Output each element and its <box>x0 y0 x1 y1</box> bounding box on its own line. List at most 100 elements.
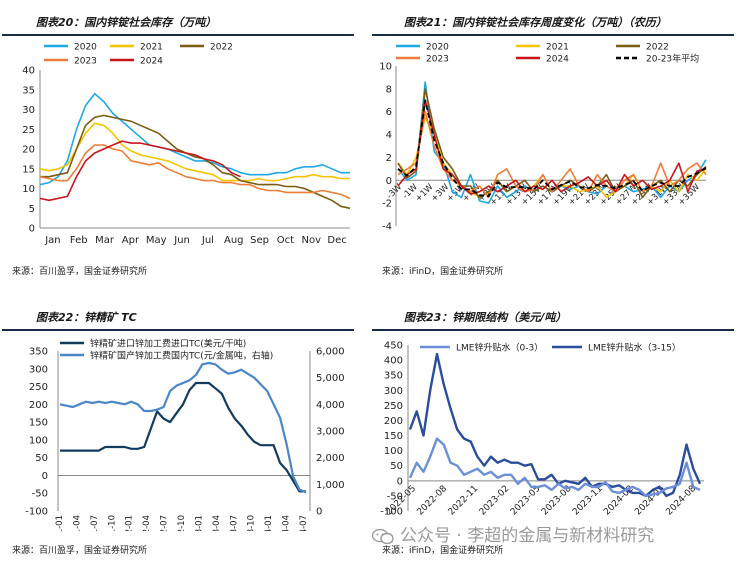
x-tick-label: 2023-10 <box>247 515 257 531</box>
y-tick-label: 300 <box>384 386 403 397</box>
legend-label: 2020 <box>74 43 97 53</box>
y-tick-label: -100 <box>380 507 403 518</box>
title-rule <box>372 329 734 331</box>
title-rule <box>2 34 354 36</box>
x-tick-label: 2022-10 <box>177 515 187 531</box>
y-tick-label: 40 <box>22 66 35 77</box>
y-tick-label: 6 <box>386 107 392 118</box>
y-tick-label: 10 <box>379 62 392 73</box>
watermark-text: 公众号 · 李超的金属与新材料研究 <box>400 526 655 546</box>
series-line-2024 <box>39 140 241 202</box>
x-tick-label: May <box>146 235 167 246</box>
source-p23: 来源：iFinD，国金证券研究所 <box>382 546 504 556</box>
y-tick-label: 50 <box>390 461 403 472</box>
y-tick-label: -2 <box>382 199 392 210</box>
y-tick-label: 10 <box>22 184 35 195</box>
x-tick-label: 2022-11 <box>447 484 481 518</box>
y-tick-label: 4 <box>386 130 392 141</box>
x-tick-label: 2022-08 <box>416 484 450 518</box>
y-tick-label-left: -100 <box>25 507 48 518</box>
x-tick-label: Aug <box>224 235 244 246</box>
y-tick-label-right: 4,000 <box>316 400 345 411</box>
series-line-2023 <box>397 110 707 199</box>
y-tick-label: 0 <box>29 224 35 235</box>
series-line-2020 <box>39 92 350 186</box>
y-tick-label: 30 <box>22 105 35 116</box>
x-tick-label: Dec <box>327 235 346 246</box>
x-tick-label: 2024-01 <box>264 515 274 531</box>
x-tick-label: 2021-01 <box>55 515 65 531</box>
legend-label: 20-23年平均 <box>646 53 699 65</box>
y-tick-label: -4 <box>382 222 392 233</box>
y-tick-label: 100 <box>384 446 403 457</box>
x-tick-label: 2023-05 <box>509 484 543 518</box>
x-tick-label: Sep <box>250 235 269 246</box>
series-line-2021 <box>39 122 350 182</box>
x-tick-label: 2023-02 <box>478 484 512 518</box>
legend-label: 锌精矿进口锌加工费进口TC(美元/干吨) <box>90 338 246 350</box>
y-tick-label: 8 <box>386 84 392 95</box>
chart-title-p21: 图表21：国内锌锭社会库存周度变化（万吨）（农历） <box>404 16 667 29</box>
legend-label: LME锌升贴水（0-3） <box>456 342 543 354</box>
chart-p21: -4-20246810-3W-1W+1W+3W+5W+7W+9W+11W+13W… <box>379 43 707 233</box>
series-line-2022 <box>40 114 351 210</box>
y-tick-label: 250 <box>384 401 403 412</box>
x-tick-label: Oct <box>277 235 294 246</box>
chart-p23: -100 -50 0 50 100 150 200 250 300 350 400 450 2022-0… <box>380 341 704 518</box>
y-tick-label: 20 <box>22 145 35 156</box>
title-rule <box>372 34 734 36</box>
legend-label: LME锌升贴水（3-15） <box>588 342 681 354</box>
legend-label: 2021 <box>546 43 569 53</box>
x-tick-label: 2024-04 <box>282 515 292 531</box>
y-tick-label: 150 <box>384 431 403 442</box>
x-tick-label: 2024-07 <box>299 515 309 531</box>
legend-label: 2023 <box>426 55 449 65</box>
y-tick-label: 450 <box>384 341 403 352</box>
y-tick-label-right: 3,000 <box>316 427 345 438</box>
series-line-锌精矿进口锌加工费进口TC(美元/干吨) <box>60 381 306 493</box>
x-tick-label: 2021-07 <box>90 515 100 531</box>
y-tick-label: 5 <box>29 204 35 215</box>
y-tick-label-right: 1,000 <box>316 480 345 491</box>
y-tick-label: 200 <box>384 416 403 427</box>
x-tick-label: 2022-01 <box>125 515 135 531</box>
y-tick-label-left: 300 <box>29 364 48 375</box>
x-tick-label: Nov <box>301 235 321 246</box>
legend-label: 2024 <box>546 55 569 65</box>
chart-title-p22: 图表22：锌精矿 TC <box>36 311 137 324</box>
x-tick-label: 2023-04 <box>212 515 222 531</box>
y-tick-label-left: 150 <box>29 418 48 429</box>
series-line-2023 <box>39 144 351 200</box>
watermark: 公众号 · 李超的金属与新材料研究 <box>372 521 654 546</box>
y-tick-label: 0 <box>397 476 403 487</box>
y-tick-label-left: 50 <box>35 453 48 464</box>
y-tick-label-right: 0 <box>316 507 322 518</box>
chart-p22: -100 -50 0 50 100 150 200 250 300 350 0 1,000 2,000 3… <box>25 338 345 532</box>
y-tick-label: -50 <box>387 491 403 502</box>
source-p21: 来源：iFinD，国金证券研究所 <box>382 267 504 277</box>
series-line-2024 <box>397 99 707 195</box>
x-tick-label: Feb <box>70 235 88 246</box>
legend-label: 2022 <box>646 43 669 53</box>
x-tick-label: 2021-10 <box>107 515 117 531</box>
series-line-LME锌升贴水（3-15） <box>408 352 702 498</box>
x-tick-label: 2021-04 <box>72 515 82 531</box>
y-tick-label-left: 250 <box>29 382 48 393</box>
y-tick-label: 2 <box>386 153 392 164</box>
source-p20: 来源：百川盈孚，国金证券研究所 <box>12 267 148 277</box>
y-tick-label: 15 <box>22 164 35 175</box>
chart-p20: 0 5 10 15 20 25 30 35 40 Jan Feb Mar Apr May Jun Jul Aug… <box>22 43 351 246</box>
y-tick-label-right: 5,000 <box>316 373 345 384</box>
legend-label: 锌精矿国产锌加工费国内TC(元/金属吨，右轴) <box>90 350 273 362</box>
legend-label: 2020 <box>426 43 449 53</box>
legend-label: 2023 <box>74 57 97 67</box>
wechat-icon <box>372 528 394 544</box>
series-line-20-23年平均 <box>397 99 707 198</box>
series-line-LME锌升贴水（0-3） <box>408 437 701 498</box>
y-tick-label-right: 6,000 <box>316 347 345 358</box>
x-tick-label: Mar <box>95 235 115 246</box>
chart-title-p23: 图表23：锌期限结构（美元/吨） <box>404 311 567 324</box>
x-tick-label: Jul <box>201 235 214 246</box>
source-p22: 来源：百川盈孚，国金证券研究所 <box>12 546 148 556</box>
x-tick-label: 2022-04 <box>142 515 152 531</box>
